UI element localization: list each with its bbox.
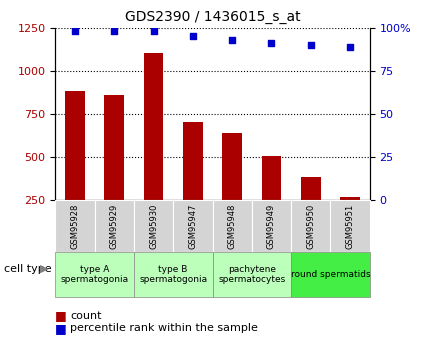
Text: ▶: ▶ xyxy=(40,264,49,274)
Text: ■: ■ xyxy=(55,322,67,335)
Bar xyxy=(65,91,85,200)
Bar xyxy=(262,156,281,200)
Text: count: count xyxy=(70,311,102,321)
Text: GSM95947: GSM95947 xyxy=(188,203,197,249)
Bar xyxy=(222,133,242,200)
Text: GSM95949: GSM95949 xyxy=(267,203,276,249)
Point xyxy=(71,28,78,34)
Point xyxy=(307,42,314,48)
Text: ■: ■ xyxy=(55,309,67,322)
Text: GSM95930: GSM95930 xyxy=(149,203,158,249)
Bar xyxy=(105,95,124,200)
Text: cell type: cell type xyxy=(4,264,52,274)
Bar xyxy=(340,197,360,200)
Text: round spermatids: round spermatids xyxy=(291,270,370,279)
Point xyxy=(268,40,275,46)
Text: GSM95950: GSM95950 xyxy=(306,203,315,249)
Text: type B
spermatogonia: type B spermatogonia xyxy=(139,265,207,284)
Point xyxy=(347,44,354,49)
Bar xyxy=(183,122,203,200)
Text: GSM95951: GSM95951 xyxy=(346,203,354,249)
Title: GDS2390 / 1436015_s_at: GDS2390 / 1436015_s_at xyxy=(125,10,300,24)
Bar xyxy=(301,177,320,200)
Text: GSM95928: GSM95928 xyxy=(71,203,79,249)
Text: pachytene
spermatocytes: pachytene spermatocytes xyxy=(218,265,286,284)
Point xyxy=(229,37,235,42)
Text: GSM95929: GSM95929 xyxy=(110,203,119,249)
Text: percentile rank within the sample: percentile rank within the sample xyxy=(70,324,258,333)
Point xyxy=(111,28,118,34)
Bar xyxy=(144,53,163,200)
Text: GSM95948: GSM95948 xyxy=(228,203,237,249)
Text: type A
spermatogonia: type A spermatogonia xyxy=(60,265,129,284)
Point xyxy=(190,33,196,39)
Point xyxy=(150,28,157,34)
